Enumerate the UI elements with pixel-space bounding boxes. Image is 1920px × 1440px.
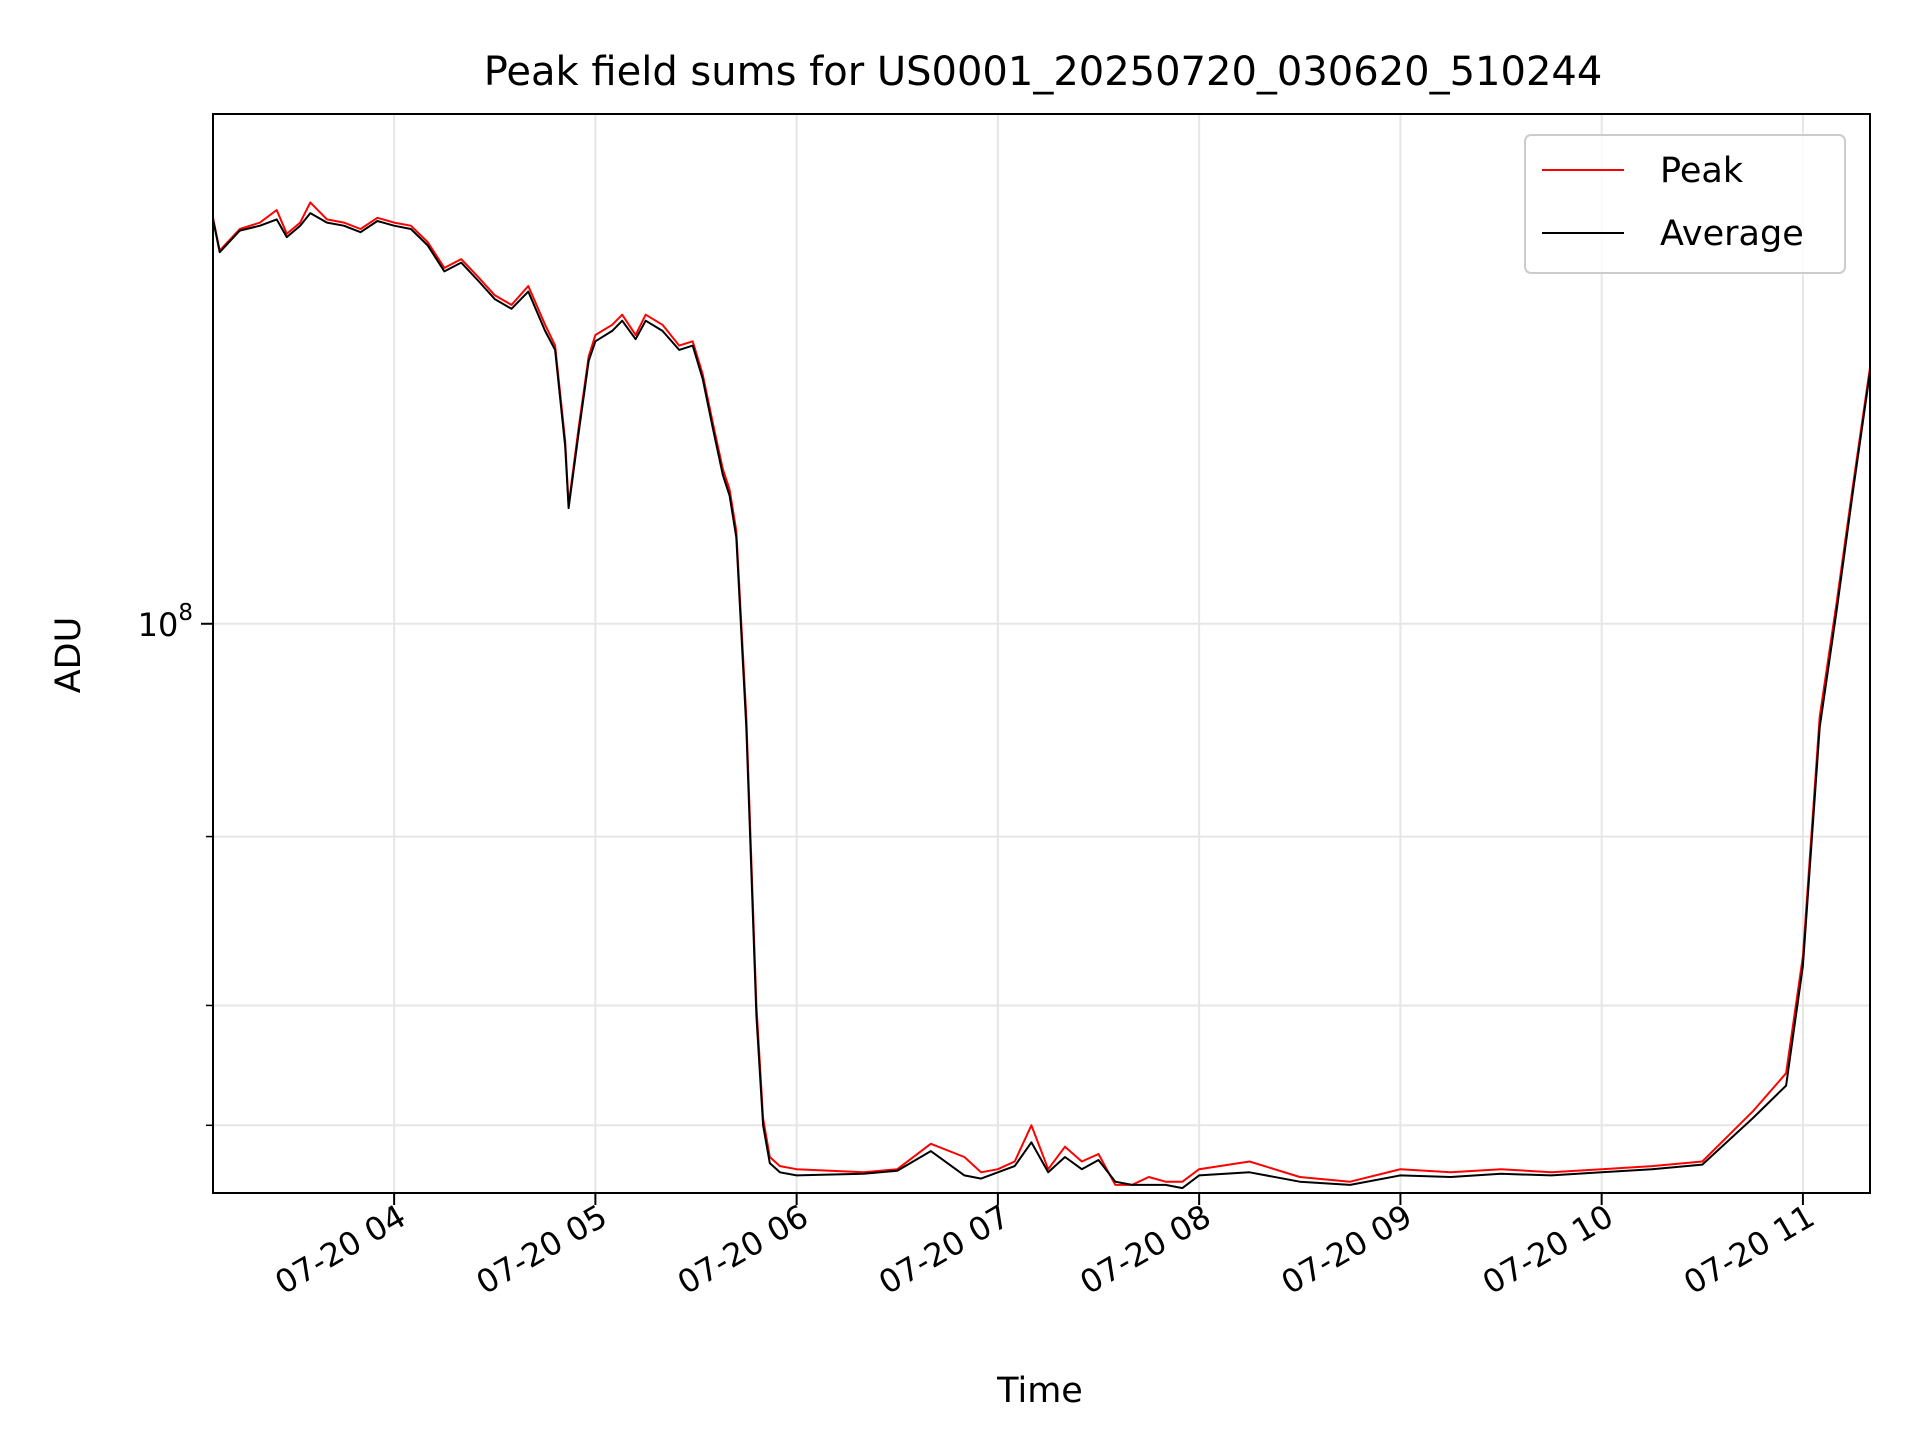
- x-tick-label: 07-20 06: [671, 1197, 815, 1302]
- grid: [213, 114, 1870, 1193]
- x-tick-label: 07-20 08: [1074, 1197, 1218, 1302]
- series-line-peak: [212, 201, 1871, 1186]
- x-tick-label: 07-20 04: [269, 1197, 413, 1302]
- y-tick-label: 108: [138, 600, 193, 644]
- legend-label-peak: Peak: [1660, 151, 1744, 191]
- x-tick-label: 07-20 11: [1677, 1197, 1821, 1302]
- y-axis-label: ADU: [49, 617, 89, 694]
- legend-label-average: Average: [1660, 214, 1804, 254]
- y-axis: 108: [138, 600, 213, 1127]
- legend: Peak Average: [1524, 134, 1846, 274]
- x-axis-label: Time: [996, 1371, 1083, 1411]
- series-line-average: [212, 212, 1871, 1190]
- series-layer: [212, 201, 1871, 1190]
- plot-area-frame: [212, 113, 1871, 1194]
- x-tick-label: 07-20 10: [1476, 1197, 1620, 1302]
- x-tick-label: 07-20 07: [872, 1197, 1016, 1302]
- x-tick-label: 07-20 05: [470, 1197, 614, 1302]
- x-tick-label: 07-20 09: [1275, 1197, 1419, 1302]
- chart-title: Peak field sums for US0001_20250720_0306…: [484, 49, 1603, 95]
- x-axis: 07-20 04 07-20 05 07-20 06 07-20 07 07-20 08…: [269, 1193, 1821, 1302]
